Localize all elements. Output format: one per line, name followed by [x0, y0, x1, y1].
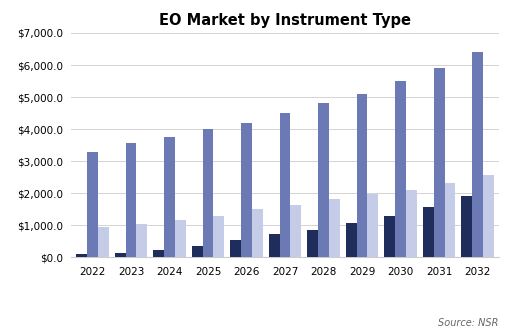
Bar [213, 216, 224, 257]
Bar [136, 224, 147, 257]
Bar [192, 246, 203, 257]
Bar [346, 223, 357, 257]
Bar [384, 216, 395, 257]
Bar [126, 143, 136, 257]
Bar [115, 252, 126, 257]
Text: Source: NSR: Source: NSR [438, 318, 499, 328]
Bar [483, 175, 494, 257]
Bar [98, 227, 108, 257]
Bar [153, 250, 164, 257]
Bar [406, 190, 417, 257]
Bar [318, 103, 329, 257]
Bar [329, 199, 340, 257]
Bar [175, 220, 186, 257]
Bar [291, 205, 301, 257]
Bar [164, 137, 175, 257]
Bar [203, 129, 213, 257]
Bar [87, 152, 98, 257]
Bar [231, 240, 241, 257]
Bar [434, 68, 444, 257]
Bar [444, 183, 455, 257]
Bar [252, 209, 263, 257]
Bar [462, 196, 472, 257]
Bar [269, 234, 279, 257]
Bar [357, 94, 367, 257]
Bar [279, 113, 291, 257]
Bar [76, 254, 87, 257]
Title: EO Market by Instrument Type: EO Market by Instrument Type [159, 13, 411, 28]
Bar [241, 123, 252, 257]
Bar [307, 229, 318, 257]
Bar [367, 194, 378, 257]
Bar [423, 207, 434, 257]
Legend: Non-Imagery, Optical, SAR: Non-Imagery, Optical, SAR [155, 326, 372, 330]
Bar [395, 81, 406, 257]
Bar [472, 51, 483, 257]
